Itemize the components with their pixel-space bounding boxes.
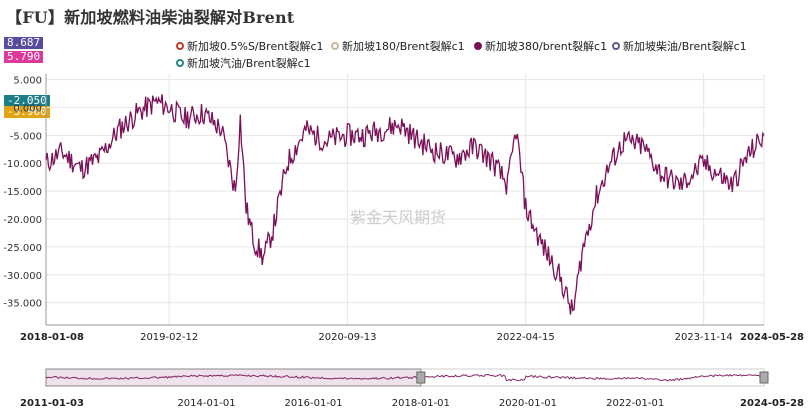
- legend-item-0.5s[interactable]: 新加坡0.5%S/Brent裂解c1: [176, 38, 324, 54]
- value-badge: -3.960: [4, 106, 50, 118]
- y-tick-label: -20.000: [3, 215, 42, 226]
- legend-marker-icon: [612, 42, 620, 50]
- navigator-handle-icon[interactable]: [759, 371, 769, 384]
- navigator[interactable]: 2011-01-03 2014-01-01 2016-01-01 2018-01-01…: [20, 368, 804, 409]
- y-tick-label: -30.000: [3, 271, 42, 282]
- y-tick-label: 5.000: [13, 76, 42, 87]
- x-tick-label: 2023-11-14: [675, 332, 733, 343]
- legend-item-180[interactable]: 新加坡180/Brent裂解c1: [331, 38, 465, 54]
- legend-item-380[interactable]: 新加坡380/brent裂解c1: [474, 38, 607, 54]
- y-tick-label: -10.000: [3, 159, 42, 170]
- legend-item-diesel[interactable]: 新加坡柴油/Brent裂解c1: [612, 38, 747, 54]
- x-axis: 2018-01-08 2019-02-12 2020-09-13 2022-04-15…: [20, 324, 804, 343]
- navigator-tick-label: 2024-05-28: [740, 398, 804, 409]
- navigator-tick-label: 2016-01-01: [285, 398, 343, 409]
- watermark: 紫金天风期货: [350, 208, 446, 227]
- y-tick-label: -15.000: [3, 187, 42, 198]
- y-tick-label: -25.000: [3, 243, 42, 254]
- y-tick-label: -35.000: [3, 299, 42, 310]
- navigator-unselected-range: [45, 368, 422, 387]
- legend-label: 新加坡柴油/Brent裂解c1: [623, 40, 747, 53]
- navigator-tick-label: 2014-01-01: [177, 398, 235, 409]
- legend-marker-icon: [176, 59, 184, 67]
- series-line-380: [45, 94, 765, 315]
- legend-item-gasoline[interactable]: 新加坡汽油/Brent裂解c1: [176, 55, 311, 71]
- legend-label: 新加坡汽油/Brent裂解c1: [187, 57, 311, 70]
- x-tick-label: 2020-09-13: [318, 332, 376, 343]
- navigator-series-line: [45, 373, 764, 382]
- legend-marker-icon: [331, 42, 339, 50]
- legend-label: 新加坡0.5%S/Brent裂解c1: [187, 40, 324, 53]
- legend-label: 新加坡380/brent裂解c1: [485, 40, 608, 53]
- navigator-tick-label: 2011-01-03: [20, 398, 84, 409]
- legend-label: 新加坡180/Brent裂解c1: [342, 40, 465, 53]
- value-badge: -2.050: [4, 95, 50, 107]
- grid-lines: [45, 74, 765, 325]
- y-axis: 5.000 0.000 -5.000 -10.000 -15.000 -20.000 -25…: [3, 74, 47, 325]
- y-tick-label: -5.000: [10, 131, 42, 142]
- value-badge: 5.790: [4, 51, 44, 63]
- navigator-tick-label: 2020-01-01: [499, 398, 557, 409]
- x-tick-label: 2024-05-28: [740, 332, 804, 343]
- legend-marker-icon: [474, 42, 482, 50]
- y-tick-label: 0.000: [13, 103, 42, 114]
- value-badge: 8.687: [4, 37, 44, 49]
- navigator-tick-label: 2018-01-01: [392, 398, 450, 409]
- x-tick-label: 2022-04-15: [497, 332, 555, 343]
- navigator-handle-icon[interactable]: [416, 371, 426, 384]
- navigator-tick-label: 2022-01-01: [606, 398, 664, 409]
- legend-marker-icon: [176, 42, 184, 50]
- x-tick-label: 2019-02-12: [140, 332, 198, 343]
- chart-title: 【FU】新加坡燃料油柴油裂解对Brent: [6, 8, 295, 27]
- x-tick-label: 2018-01-08: [20, 332, 84, 343]
